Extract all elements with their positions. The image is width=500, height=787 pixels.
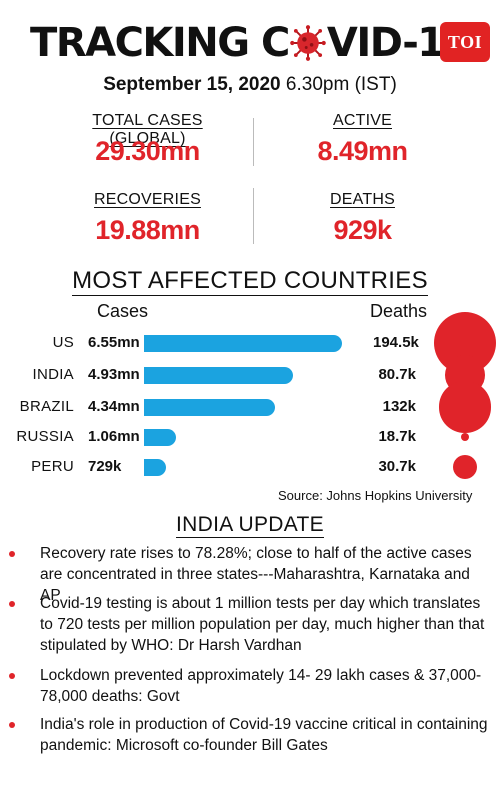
india-bullet-4: India's role in production of Covid-19 v… [40,716,488,754]
deaths-value-label: 18.7k [378,428,416,445]
india-bullet-1: Recovery rate rises to 78.28%; close to … [40,545,472,604]
bullet-dot [9,601,15,607]
country-label: PERU [31,458,74,475]
deaths-value: 929k [333,215,392,245]
active-label: ACTIVE [333,112,392,129]
chart-title: MOST AFFECTED COUNTRIES [0,267,500,296]
cases-bar [144,367,294,384]
cases-value-label: 6.55mn [88,334,140,351]
cases-bar [144,399,276,416]
deaths-bubble [452,454,478,480]
deaths-bubble [439,381,491,433]
india-bullet-2: Covid-19 testing is about 1 million test… [40,595,485,654]
country-label: RUSSIA [16,428,74,445]
active-value: 8.49mn [317,136,408,166]
virus-icon [290,25,326,61]
time: 6.30pm (IST) [285,74,397,95]
total-cases-label: TOTAL CASES (GLOBAL) [92,112,203,147]
cases-bar [144,335,342,352]
title-left: TRACKING C [30,20,290,66]
bullet-dot [9,673,15,679]
bullet-dot [9,551,15,557]
bullet-dot [9,722,15,728]
cases-value-label: 4.34mn [88,398,140,415]
india-update-heading: INDIA UPDATE [0,513,500,538]
deaths-bubble [460,432,470,442]
deaths-header: Deaths [370,301,428,321]
recoveries-value: 19.88mn [95,215,200,245]
country-label: US [52,334,74,351]
cases-header: Cases [97,301,149,321]
recoveries-label: RECOVERIES [94,191,201,208]
deaths-label: DEATHS [330,191,395,208]
country-label: INDIA [32,366,74,383]
page-title: TRACKING C VID-19 [0,20,500,66]
date: September 15, 2020 [103,74,281,95]
stats-divider-bottom [253,188,254,244]
source-note: Source: Johns Hopkins University [278,488,473,503]
cases-bar [144,429,177,446]
deaths-value-label: 132k [382,398,416,415]
deaths-value-label: 80.7k [378,366,416,383]
total-cases-value: 29.30mn [95,136,200,166]
date-line: September 15, 2020 6.30pm (IST) [0,74,500,96]
deaths-value-label: 194.5k [373,334,419,351]
deaths-value-label: 30.7k [378,458,416,475]
india-update-heading-text: INDIA UPDATE [176,513,324,538]
stats-divider-top [253,118,254,166]
cases-value-label: 4.93mn [88,366,140,383]
cases-bar [144,459,167,476]
cases-value-label: 729k [88,458,122,475]
chart-title-text: MOST AFFECTED COUNTRIES [72,267,428,296]
toi-logo: TOI [440,22,490,62]
india-bullet-3: Lockdown prevented approximately 14- 29 … [40,667,482,705]
country-label: BRAZIL [19,398,74,415]
cases-value-label: 1.06mn [88,428,140,445]
